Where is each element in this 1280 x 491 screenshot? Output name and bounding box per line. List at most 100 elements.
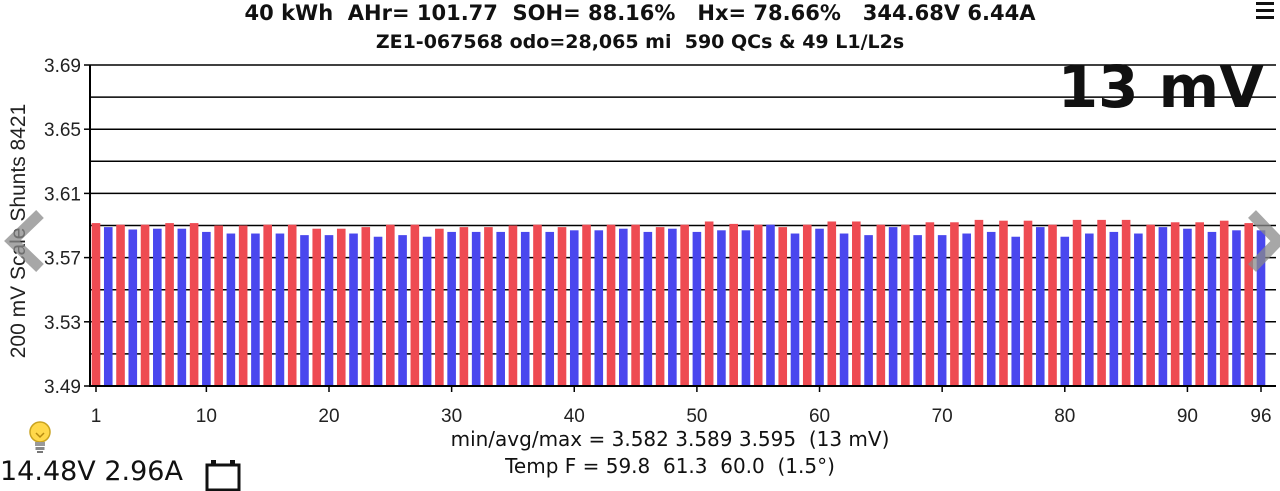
x-tick-label: 30 xyxy=(441,406,462,427)
cell-bar-54 xyxy=(741,230,751,386)
cell-bar-90 xyxy=(1183,228,1192,386)
cell-bar-58 xyxy=(790,233,800,386)
x-tick-label: 80 xyxy=(1054,406,1075,427)
cell-bar-66 xyxy=(888,227,898,386)
cell-bar-88 xyxy=(1158,227,1168,386)
cell-bar-91 xyxy=(1195,222,1204,386)
cell-bar-74 xyxy=(986,231,996,386)
y-tick-label: 3.57 xyxy=(44,249,81,270)
cell-bar-33 xyxy=(484,227,493,386)
cell-bar-10 xyxy=(202,231,211,386)
cell-bar-19 xyxy=(312,228,322,386)
x-tick-label: 40 xyxy=(564,406,585,427)
cell-bar-53 xyxy=(729,223,738,386)
cell-bar-41 xyxy=(582,224,591,386)
cell-bar-17 xyxy=(287,224,297,386)
cell-bar-6 xyxy=(153,228,162,386)
cell-bar-77 xyxy=(1023,220,1033,386)
cell-bar-68 xyxy=(913,235,922,386)
bars xyxy=(91,219,1266,386)
battery-icon xyxy=(205,460,241,491)
cell-bar-75 xyxy=(999,220,1008,386)
cell-bar-2 xyxy=(103,227,113,386)
cell-bar-95 xyxy=(1244,223,1254,386)
cell-bar-57 xyxy=(778,227,788,386)
cell-bar-29 xyxy=(435,228,444,386)
y-tick-label: 3.61 xyxy=(44,184,81,205)
cell-bar-26 xyxy=(398,235,407,386)
cell-bar-86 xyxy=(1134,233,1143,386)
cell-bar-34 xyxy=(496,231,505,386)
cell-bar-59 xyxy=(802,224,812,386)
cell-bar-46 xyxy=(643,231,653,386)
cell-bar-14 xyxy=(251,233,260,386)
cell-bar-44 xyxy=(619,228,628,386)
cell-bar-35 xyxy=(508,225,518,386)
cell-bar-64 xyxy=(864,235,873,386)
cell-bar-55 xyxy=(753,224,763,386)
cell-bar-80 xyxy=(1060,236,1070,386)
cell-bar-43 xyxy=(606,224,616,386)
chevron-left-icon[interactable] xyxy=(2,208,46,274)
x-tick-label: 90 xyxy=(1177,406,1198,427)
cell-bar-78 xyxy=(1035,227,1045,386)
y-tick-label: 3.65 xyxy=(44,120,81,141)
cell-bar-50 xyxy=(692,231,702,386)
header-vehicle-info: ZE1-067568 odo=28,065 mi 590 QCs & 49 L1… xyxy=(375,31,905,53)
aux-battery-reading: 14.48V 2.96A xyxy=(0,456,183,487)
cell-bar-42 xyxy=(594,230,604,386)
x-tick-label: 60 xyxy=(809,406,830,427)
cell-bar-70 xyxy=(937,235,947,386)
y-tick-label: 3.69 xyxy=(44,56,81,77)
cell-bar-85 xyxy=(1121,219,1131,386)
cell-bar-11 xyxy=(214,225,223,386)
x-tick-label: 10 xyxy=(196,406,217,427)
min-avg-max-stat: min/avg/max = 3.582 3.589 3.595 (13 mV) xyxy=(450,427,890,451)
cell-bar-84 xyxy=(1109,231,1119,386)
cell-bar-21 xyxy=(336,228,346,386)
cell-bar-20 xyxy=(324,235,334,386)
cell-bar-24 xyxy=(373,236,383,386)
cell-bar-94 xyxy=(1232,230,1241,386)
cell-bar-4 xyxy=(128,229,138,386)
cell-bar-93 xyxy=(1219,220,1229,386)
cell-bar-3 xyxy=(116,224,125,386)
chevron-right-icon[interactable] xyxy=(1248,208,1280,274)
cell-bar-7 xyxy=(165,223,174,386)
cell-bar-60 xyxy=(815,228,824,386)
cell-bar-37 xyxy=(533,224,542,386)
menu-icon[interactable] xyxy=(1256,2,1274,23)
bulb-icon[interactable] xyxy=(26,420,54,456)
cell-bar-79 xyxy=(1048,224,1057,386)
cell-bar-69 xyxy=(925,222,935,386)
cell-bar-18 xyxy=(300,235,309,386)
cell-bar-63 xyxy=(852,221,861,386)
temperature-stat: Temp F = 59.8 61.3 60.0 (1.5°) xyxy=(505,454,835,478)
cell-bar-89 xyxy=(1170,222,1180,386)
cell-bar-38 xyxy=(545,231,555,386)
axes xyxy=(89,65,1276,387)
x-tick-label: 96 xyxy=(1250,406,1271,427)
x-tick-label: 70 xyxy=(932,406,953,427)
cell-bar-28 xyxy=(422,236,432,386)
cell-bar-87 xyxy=(1146,224,1155,386)
cell-bar-36 xyxy=(520,231,530,386)
cell-bar-1 xyxy=(91,223,101,386)
x-tick-label: 20 xyxy=(318,406,339,427)
cell-bar-51 xyxy=(704,221,714,386)
cell-bar-62 xyxy=(839,233,849,386)
cell-bar-45 xyxy=(631,224,640,386)
cell-bar-15 xyxy=(263,224,272,386)
y-tick-label: 3.53 xyxy=(44,313,81,334)
spread-label: 13 mV xyxy=(1057,53,1264,121)
cell-bar-25 xyxy=(386,224,395,386)
cell-bar-47 xyxy=(655,227,665,386)
cell-bar-82 xyxy=(1085,233,1094,386)
cell-bar-71 xyxy=(950,222,959,386)
cell-bar-96 xyxy=(1256,230,1266,386)
cell-bar-23 xyxy=(361,227,371,386)
cell-bar-72 xyxy=(962,233,971,386)
cell-bar-52 xyxy=(717,230,726,386)
cell-bar-67 xyxy=(901,224,910,386)
cell-bar-48 xyxy=(668,228,677,386)
